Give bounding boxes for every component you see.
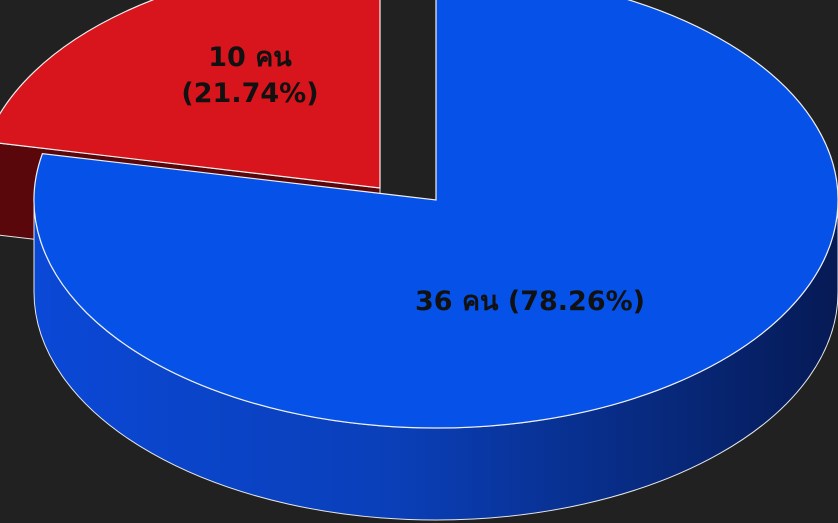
slice-label-0: 36 คน (78.26%) (415, 286, 645, 317)
pie-slice-0 (33, 0, 838, 429)
pie-slice-group-0 (33, 0, 838, 521)
slice-label-line: 10 คน (208, 42, 292, 73)
slice-label-1: 10 คน (21.74%) (181, 42, 318, 109)
pie-slice-1 (0, 0, 381, 189)
slice-label-line: (21.74%) (181, 78, 318, 109)
slice-label-line: 36 คน (78.26%) (415, 286, 645, 317)
